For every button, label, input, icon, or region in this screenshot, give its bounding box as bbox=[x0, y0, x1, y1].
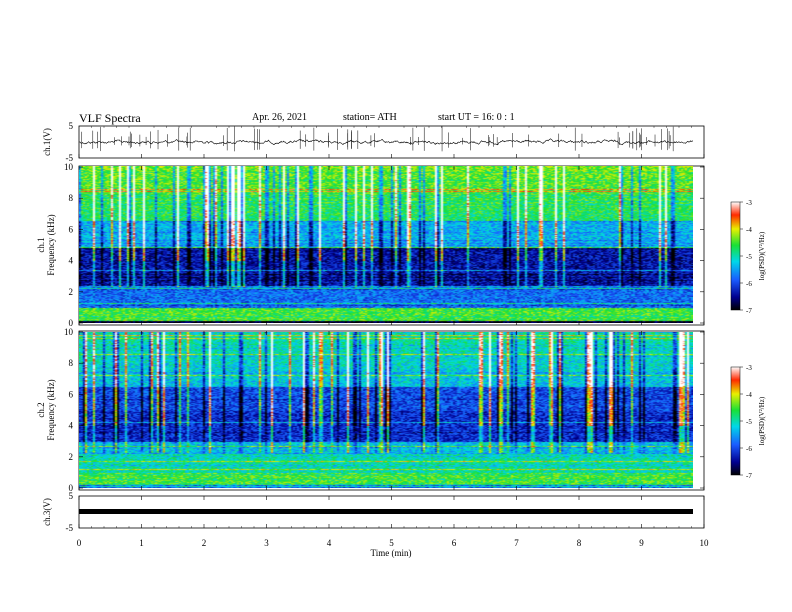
ch1-ytick-top: 5 bbox=[69, 121, 74, 131]
start-time-label: start UT = 16: 0 : 1 bbox=[438, 112, 515, 123]
ch1-spectrogram-image bbox=[79, 166, 693, 323]
ch2-colorbar-label: log(PSD)(V²/Hz) bbox=[758, 396, 766, 445]
ch1-spec-ylabel: Frequency (kHz) bbox=[46, 214, 56, 275]
ch1-colorbar-ticks: -3 -4 -5 -6 -7 bbox=[740, 199, 752, 315]
freq-tick-label-3: 6 bbox=[69, 224, 74, 234]
cb-tick-label-1: -4 bbox=[746, 226, 752, 234]
time-tick-label-5: 5 bbox=[389, 538, 394, 548]
figure-title: VLF Spectra bbox=[79, 111, 141, 125]
freq-tick-label-2: 4 bbox=[69, 256, 74, 266]
date-label: Apr. 26, 2021 bbox=[252, 112, 307, 123]
freq-tick-label-0: 0 bbox=[69, 483, 74, 493]
ch2-freq-ticks: 0 2 4 6 8 10 bbox=[64, 327, 704, 493]
ch3-waveform-panel: 5 -5 ch.3(V) 0 1 2 3 4 5 6 7 8 9 10 Time (min) bbox=[42, 126, 709, 558]
freq-tick-label-3: 6 bbox=[69, 389, 74, 399]
ch2-colorbar-ticks: -3 -4 -5 -6 -7 bbox=[740, 364, 752, 480]
cb-tick-label-4: -7 bbox=[746, 472, 752, 480]
freq-tick-label-2: 4 bbox=[69, 421, 74, 431]
freq-tick-label-4: 8 bbox=[69, 193, 74, 203]
cb-tick-label-1: -4 bbox=[746, 391, 752, 399]
cb-tick-label-0: -3 bbox=[746, 199, 752, 207]
freq-tick-label-1: 2 bbox=[69, 287, 74, 297]
time-axis-label: Time (min) bbox=[371, 548, 412, 558]
cb-tick-label-2: -5 bbox=[746, 253, 752, 261]
ch1-ytick-bottom: -5 bbox=[66, 153, 74, 163]
freq-tick-label-5: 10 bbox=[64, 162, 74, 172]
ch1-colorbar bbox=[730, 201, 741, 311]
time-tick-label-3: 3 bbox=[264, 538, 269, 548]
ch2-spec-ylabel: Frequency (kHz) bbox=[46, 379, 56, 440]
time-tick-label-7: 7 bbox=[514, 538, 519, 548]
ch2-spec-ylabel-top: ch.2 bbox=[36, 402, 46, 417]
cb-tick-label-3: -6 bbox=[746, 280, 752, 288]
cb-tick-label-3: -6 bbox=[746, 445, 752, 453]
ch3-ytick-top: 5 bbox=[69, 491, 74, 501]
freq-tick-label-1: 2 bbox=[69, 452, 74, 462]
ch1-spec-ylabel-top: ch.1 bbox=[36, 237, 46, 252]
ch1-spikes bbox=[81, 126, 674, 152]
ch1-ylabel: ch.1(V) bbox=[42, 128, 52, 156]
ch3-ytick-bottom: -5 bbox=[66, 523, 74, 533]
time-tick-label-2: 2 bbox=[202, 538, 207, 548]
freq-tick-label-5: 10 bbox=[64, 327, 74, 337]
cb-tick-label-2: -5 bbox=[746, 418, 752, 426]
ch1-waveform-panel: 5 -5 ch.1(V) bbox=[42, 121, 705, 163]
time-tick-label-8: 8 bbox=[577, 538, 582, 548]
ch1-waveform-line bbox=[78, 138, 694, 146]
time-tick-label-10: 10 bbox=[700, 538, 710, 548]
ch1-colorbar-label: log(PSD)(V²/Hz) bbox=[758, 231, 766, 280]
ch2-spectrogram-image bbox=[79, 332, 693, 488]
time-tick-label-1: 1 bbox=[139, 538, 144, 548]
cb-tick-label-0: -3 bbox=[746, 364, 752, 372]
ch2-colorbar bbox=[730, 366, 741, 476]
time-tick-label-4: 4 bbox=[327, 538, 332, 548]
time-tick-label-9: 9 bbox=[639, 538, 644, 548]
ch3-ylabel: ch.3(V) bbox=[42, 498, 52, 526]
freq-tick-label-0: 0 bbox=[69, 318, 74, 328]
freq-tick-label-4: 8 bbox=[69, 358, 74, 368]
time-tick-label-6: 6 bbox=[452, 538, 457, 548]
ch1-freq-ticks: 0 2 4 6 8 10 bbox=[64, 162, 704, 328]
station-label: station= ATH bbox=[343, 112, 397, 123]
time-tick-label-0: 0 bbox=[77, 538, 82, 548]
ch3-waveform-trace bbox=[79, 509, 693, 514]
cb-tick-label-4: -7 bbox=[746, 307, 752, 315]
time-axis-ticks: 0 1 2 3 4 5 6 7 8 9 10 bbox=[77, 126, 709, 548]
